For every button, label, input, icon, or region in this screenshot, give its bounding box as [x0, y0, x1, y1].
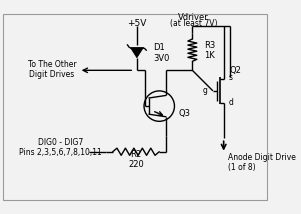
Text: Q3: Q3	[178, 109, 190, 118]
Polygon shape	[131, 48, 143, 58]
Text: DIG0 - DIG7
Pins 2,3,5,6,7,8,10,11: DIG0 - DIG7 Pins 2,3,5,6,7,8,10,11	[20, 138, 102, 157]
Text: D1
3V0: D1 3V0	[153, 43, 169, 62]
Text: Q2: Q2	[229, 66, 241, 75]
Text: g: g	[203, 86, 208, 95]
Text: d: d	[229, 98, 234, 107]
Text: R2
220: R2 220	[128, 150, 144, 169]
Text: (at least 7V): (at least 7V)	[169, 19, 217, 28]
Text: s: s	[229, 73, 233, 82]
Text: R3
1K: R3 1K	[204, 41, 215, 60]
Text: To The Other
Digit Drives: To The Other Digit Drives	[28, 60, 76, 79]
Text: +5V: +5V	[127, 19, 147, 28]
Text: Vdriver: Vdriver	[178, 13, 209, 22]
Text: Anode Digit Drive
(1 of 8): Anode Digit Drive (1 of 8)	[228, 153, 296, 172]
